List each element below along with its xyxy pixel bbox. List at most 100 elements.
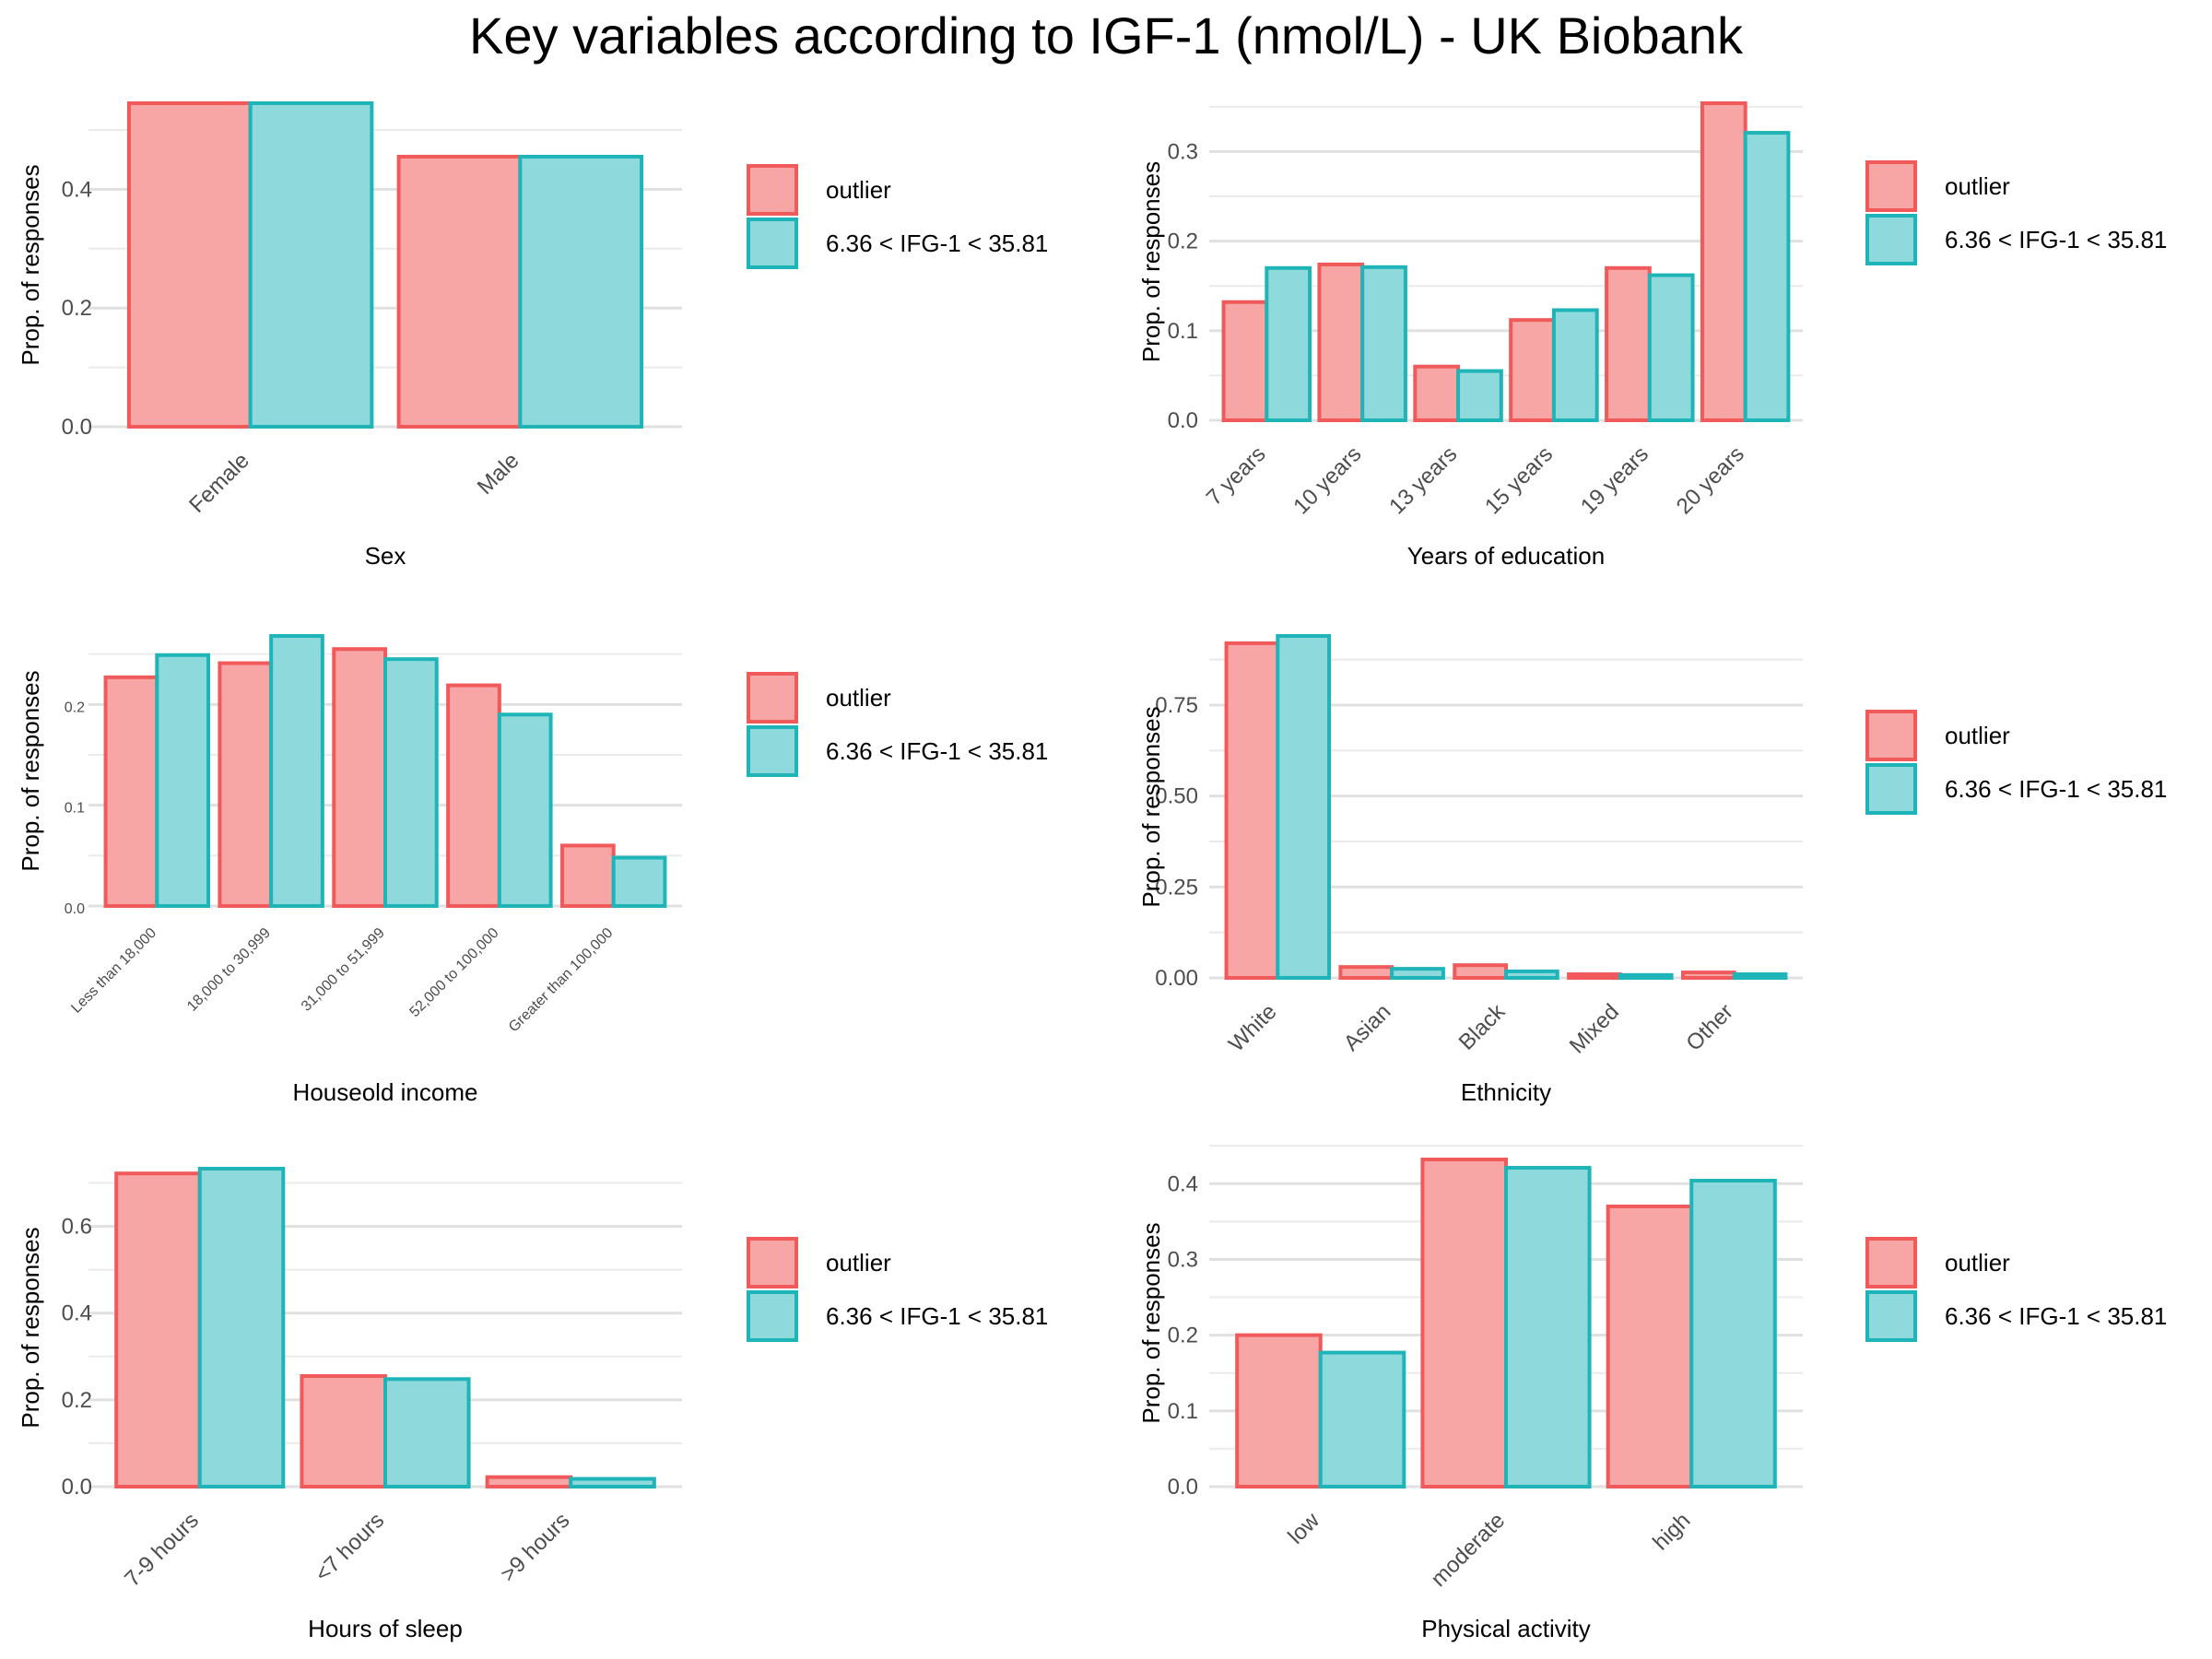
legend-label: 6.36 < IFG-1 < 35.81	[826, 229, 1048, 257]
x-tick-label: Greater than 100,000	[506, 925, 617, 1036]
bar-reference-1	[518, 154, 644, 429]
x-axis-title: Sex	[365, 542, 406, 570]
chart-panel-5: 0.0 0.1 0.2 0.3 0.4 low moderate high Physical a…	[1137, 1145, 2167, 1642]
bar-outlier-0	[1224, 641, 1280, 980]
bar-reference-0	[1318, 1350, 1406, 1488]
bar-reference-0	[197, 1167, 286, 1488]
legend: outlier 6.36 < IFG-1 < 35.81	[1865, 160, 2167, 265]
bar-reference-3	[1618, 972, 1674, 980]
bar-outlier-4	[1680, 971, 1736, 981]
bar-reference-1	[383, 1377, 471, 1488]
bar-outlier-4	[1605, 265, 1652, 422]
bar-reference-0	[1276, 634, 1332, 980]
legend-key	[1865, 1290, 1917, 1342]
chart-panel-2: 0.0 0.1 0.2 Less than 18,000 18,000 to 30,99…	[17, 634, 1048, 1106]
legend: outlier 6.36 < IFG-1 < 35.81	[747, 1237, 1048, 1342]
bar-outlier-4	[559, 843, 616, 909]
bar-outlier-1	[396, 154, 523, 429]
chart-panel-4: 0.0 0.2 0.4 0.6 7-9 hours <7 hours >9 hours Hou…	[17, 1167, 1048, 1642]
y-tick-label: 0.1	[1168, 319, 1198, 344]
x-tick-label: Mixed	[1565, 999, 1624, 1058]
x-axis-title: Houseold income	[293, 1078, 478, 1106]
legend: outlier 6.36 < IFG-1 < 35.81	[1865, 710, 2167, 815]
bar-outlier-2	[332, 647, 387, 909]
bar-outlier-1	[1420, 1158, 1508, 1488]
bar-outlier-1	[1317, 262, 1365, 422]
y-tick-label: 0.25	[1155, 875, 1198, 900]
legend-label: 6.36 < IFG-1 < 35.81	[826, 737, 1048, 765]
y-tick-label: 0.00	[1155, 966, 1198, 991]
bar-reference-4	[1732, 972, 1788, 981]
bar-outlier-0	[126, 101, 253, 429]
legend-key	[747, 672, 798, 724]
y-tick-label: 0.0	[62, 1475, 92, 1500]
x-tick-label: 31,000 to 51,999	[299, 925, 388, 1015]
y-tick-label: 0.75	[1155, 693, 1198, 718]
bar-reference-1	[1504, 1166, 1592, 1488]
x-axis-title: Years of education	[1407, 542, 1605, 570]
x-tick-label: 13 years	[1384, 441, 1462, 519]
bar-reference-3	[1551, 308, 1599, 422]
y-tick-label: 0.0	[62, 415, 92, 440]
y-tick-label: 0.50	[1155, 784, 1198, 809]
legend-key	[747, 164, 798, 216]
y-tick-label: 0.1	[65, 801, 85, 817]
y-axis-title: Prop. of responses	[1137, 161, 1165, 362]
y-tick-label: 0.4	[62, 177, 92, 202]
y-tick-label: 0.1	[1168, 1399, 1198, 1424]
legend: outlier 6.36 < IFG-1 < 35.81	[747, 672, 1048, 777]
x-tick-label: Less than 18,000	[68, 925, 159, 1017]
legend-key	[747, 218, 798, 269]
bar-reference-5	[1743, 131, 1791, 422]
legend-label: 6.36 < IFG-1 < 35.81	[1945, 1302, 2167, 1330]
y-axis-title: Prop. of responses	[17, 1227, 44, 1428]
x-tick-label: 7 years	[1202, 441, 1271, 511]
bar-outlier-0	[114, 1171, 202, 1488]
legend-key	[747, 1237, 798, 1288]
bar-reference-0	[248, 101, 374, 429]
y-axis-title: Prop. of responses	[17, 164, 44, 365]
bar-outlier-2	[485, 1475, 573, 1488]
bar-outlier-1	[1338, 965, 1394, 980]
y-tick-label: 0.2	[62, 1388, 92, 1413]
legend-label: 6.36 < IFG-1 < 35.81	[1945, 775, 2167, 803]
bar-outlier-2	[1453, 963, 1509, 980]
chart-panel-3: 0.00 0.25 0.50 0.75 White Asian Black Mixed Othe…	[1137, 634, 2167, 1106]
bar-outlier-2	[1606, 1204, 1694, 1489]
x-tick-label: Asian	[1339, 999, 1396, 1056]
x-axis-title: Ethnicity	[1461, 1078, 1551, 1106]
legend-key	[1865, 1237, 1917, 1288]
y-tick-label: 0.4	[1168, 1171, 1198, 1196]
x-tick-label: Other	[1681, 999, 1738, 1056]
x-tick-label: 10 years	[1288, 441, 1366, 519]
legend-label: 6.36 < IFG-1 < 35.81	[826, 1302, 1048, 1330]
y-tick-label: 0.0	[1168, 1475, 1198, 1500]
legend: outlier 6.36 < IFG-1 < 35.81	[747, 164, 1048, 269]
legend-key	[1865, 710, 1917, 761]
x-tick-label: Female	[184, 448, 254, 518]
bar-reference-0	[1265, 265, 1312, 422]
bar-outlier-2	[1413, 364, 1461, 422]
bar-outlier-0	[1235, 1333, 1323, 1489]
bar-reference-2	[569, 1477, 656, 1488]
y-axis-title: Prop. of responses	[1137, 706, 1165, 907]
legend-label: outlier	[1945, 1249, 2010, 1277]
x-tick-label: 18,000 to 30,999	[184, 925, 274, 1015]
x-axis-title: Hours of sleep	[308, 1615, 463, 1642]
bar-outlier-3	[1509, 318, 1556, 423]
legend-label: outlier	[1945, 722, 2010, 749]
x-tick-label: >9 hours	[496, 1508, 575, 1587]
bar-outlier-0	[1221, 300, 1269, 422]
y-tick-label: 0.4	[62, 1301, 92, 1326]
bar-outlier-3	[446, 683, 501, 909]
bar-reference-0	[155, 653, 211, 908]
y-tick-label: 0.0	[65, 901, 85, 917]
y-tick-label: 0.2	[1168, 229, 1198, 254]
chart-panel-0: 0.0 0.2 0.4 Female Male Sex Prop. of responses…	[17, 101, 1048, 570]
legend-label: outlier	[826, 176, 891, 204]
y-tick-label: 0.2	[62, 296, 92, 321]
x-tick-label: 7-9 hours	[120, 1508, 204, 1592]
legend-key	[1865, 214, 1917, 265]
y-axis-title: Prop. of responses	[1137, 1222, 1165, 1423]
